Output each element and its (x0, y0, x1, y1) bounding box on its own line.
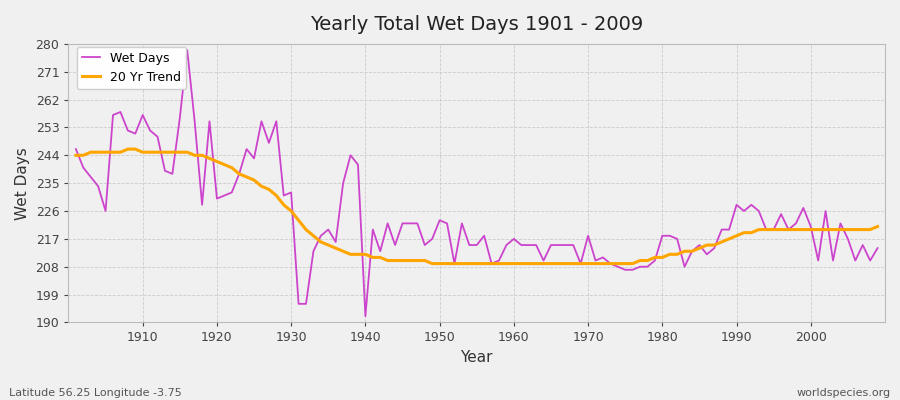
20 Yr Trend (122, 147, 133, 152)
Wet Days (130, 131, 140, 136)
Text: Latitude 56.25 Longitude -3.75: Latitude 56.25 Longitude -3.75 (9, 388, 182, 398)
Text: worldspecies.org: worldspecies.org (796, 388, 891, 398)
Wet Days (516, 243, 526, 248)
Wet Days (360, 314, 371, 319)
Wet Days (70, 147, 81, 152)
Wet Days (345, 153, 356, 158)
20 Yr Trend (612, 261, 623, 266)
20 Yr Trend (523, 261, 534, 266)
20 Yr Trend (516, 261, 526, 266)
20 Yr Trend (345, 252, 356, 257)
Wet Days (301, 302, 311, 306)
X-axis label: Year: Year (461, 350, 493, 365)
Wet Days (872, 246, 883, 250)
20 Yr Trend (427, 261, 437, 266)
20 Yr Trend (138, 150, 148, 155)
Wet Days (523, 243, 534, 248)
Legend: Wet Days, 20 Yr Trend: Wet Days, 20 Yr Trend (76, 47, 186, 89)
Title: Yearly Total Wet Days 1901 - 2009: Yearly Total Wet Days 1901 - 2009 (310, 15, 644, 34)
Line: 20 Yr Trend: 20 Yr Trend (76, 149, 878, 264)
Wet Days (612, 264, 623, 269)
Line: Wet Days: Wet Days (76, 50, 878, 316)
Wet Days (182, 48, 193, 52)
20 Yr Trend (70, 153, 81, 158)
20 Yr Trend (301, 227, 311, 232)
20 Yr Trend (872, 224, 883, 229)
Y-axis label: Wet Days: Wet Days (15, 147, 30, 220)
